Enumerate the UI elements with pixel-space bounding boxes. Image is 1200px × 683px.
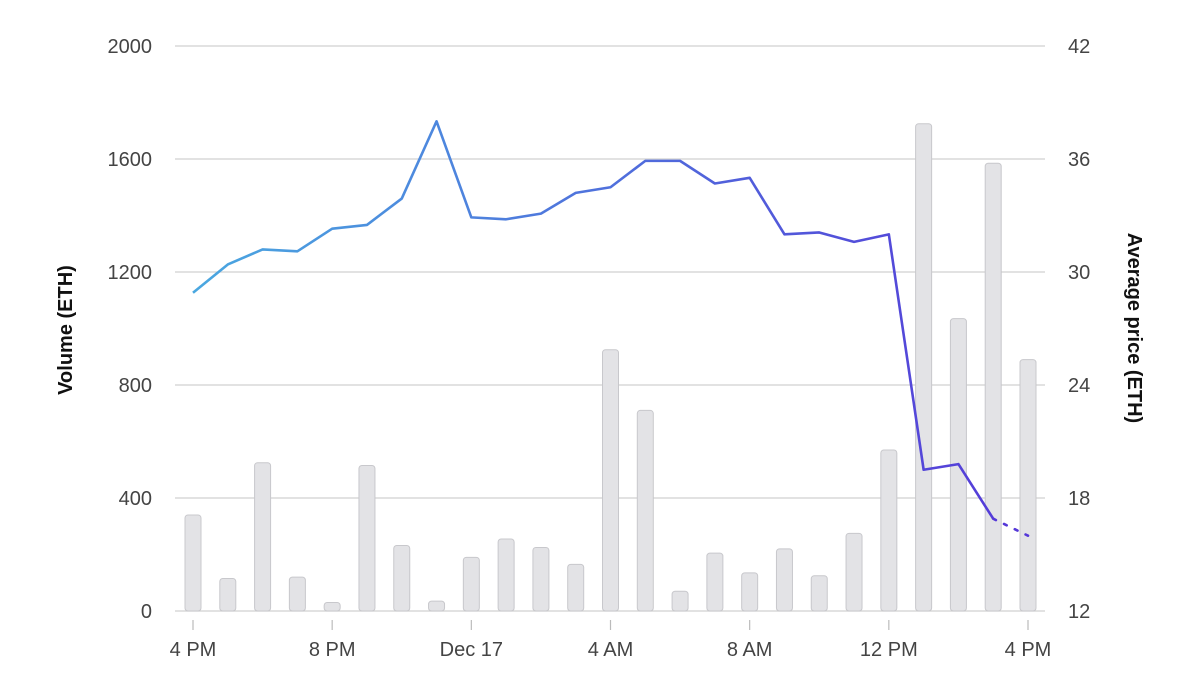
volume-bar <box>532 546 550 612</box>
right-tick-label: 18 <box>1068 488 1090 510</box>
volume-bar <box>636 409 654 612</box>
left-tick-label: 1200 <box>108 262 153 284</box>
left-axis-ticks: 0 400 800 1200 1600 2000 <box>108 36 153 623</box>
left-tick-label: 1600 <box>108 149 153 171</box>
price-line-solid <box>192 120 995 520</box>
volume-bar <box>1019 359 1037 612</box>
left-tick-label: 800 <box>119 375 152 397</box>
volume-bar <box>602 349 619 612</box>
x-tick-label: 4 PM <box>170 639 217 661</box>
right-tick-label: 30 <box>1068 262 1090 284</box>
left-tick-label: 2000 <box>108 36 153 58</box>
right-axis-title: Average price (ETH) <box>1123 233 1145 423</box>
volume-bar <box>358 465 376 612</box>
volume-bars <box>184 123 1037 612</box>
volume-bar <box>323 602 341 612</box>
x-tick-label: 8 AM <box>727 639 773 661</box>
left-axis-title: Volume (ETH) <box>55 265 77 395</box>
price-line <box>192 120 1030 537</box>
right-tick-label: 24 <box>1068 375 1090 397</box>
x-axis-ticks: 4 PM 8 PM Dec 17 4 AM 8 AM 12 PM 4 PM <box>170 620 1052 661</box>
volume-bar <box>775 548 793 612</box>
right-tick-label: 42 <box>1068 36 1090 58</box>
volume-bar <box>219 578 237 612</box>
volume-bar <box>880 449 898 612</box>
volume-bar <box>184 514 202 612</box>
volume-bar <box>915 123 933 612</box>
volume-bar <box>810 575 828 612</box>
volume-bar <box>984 162 1002 612</box>
x-tick-label: 4 AM <box>588 639 634 661</box>
volume-bar <box>462 556 480 612</box>
x-tick-label: 8 PM <box>309 639 356 661</box>
right-tick-label: 36 <box>1068 149 1090 171</box>
volume-bar <box>567 563 585 612</box>
left-tick-label: 400 <box>119 488 152 510</box>
right-tick-label: 12 <box>1068 601 1090 623</box>
volume-bar <box>671 590 689 612</box>
volume-bar <box>706 552 724 612</box>
x-tick-label: Dec 17 <box>440 639 503 661</box>
left-tick-label: 0 <box>141 601 152 623</box>
volume-bar <box>497 538 515 612</box>
right-axis-ticks: 12 18 24 30 36 42 <box>1068 36 1090 623</box>
volume-bar <box>288 576 306 612</box>
x-tick-label: 12 PM <box>860 639 918 661</box>
volume-bar <box>845 532 863 612</box>
volume-bar <box>428 600 446 612</box>
volume-bar <box>393 544 411 612</box>
x-tick-label: 4 PM <box>1005 639 1052 661</box>
volume-bar <box>254 462 272 612</box>
volume-bar <box>741 572 759 612</box>
